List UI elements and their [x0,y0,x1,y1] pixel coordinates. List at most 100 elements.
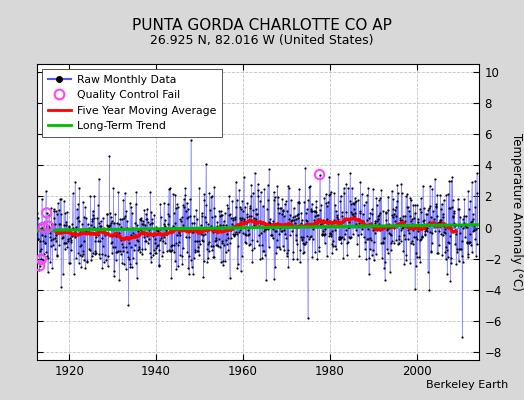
Point [199,232,207,238]
Point [104,223,113,229]
Point [283,207,291,214]
Point [422,225,431,232]
Point [294,200,303,206]
Point [62,227,71,234]
Point [468,211,477,217]
Point [77,230,85,236]
Point [440,223,449,230]
Point [288,214,297,220]
Point [100,230,108,236]
Point [256,198,264,204]
Point [372,194,380,201]
Point [373,201,381,208]
Point [216,208,225,214]
Point [295,199,303,206]
Point [61,222,70,228]
Point [232,178,240,185]
Point [107,240,115,247]
Point [185,271,193,277]
Point [117,216,126,222]
Point [265,166,273,172]
Point [422,211,430,217]
Point [249,222,258,228]
Point [125,260,134,267]
Point [200,191,209,198]
Point [439,232,447,238]
Point [163,231,171,237]
Point [147,254,155,260]
Point [40,219,48,225]
Point [69,224,78,231]
Point [99,242,107,249]
Point [183,200,191,206]
Point [470,227,478,234]
Point [423,268,432,275]
Point [192,207,200,213]
Point [184,253,193,259]
Point [172,266,181,272]
Point [229,215,237,222]
Point [283,247,292,254]
Point [40,240,49,246]
Point [297,210,305,216]
Point [347,209,356,215]
Point [268,221,276,227]
Point [390,239,398,246]
Point [170,242,178,249]
Point [362,199,370,206]
Point [97,251,106,257]
Point [381,209,390,216]
Point [46,230,54,236]
Point [35,263,43,269]
Point [357,219,366,225]
Point [144,240,152,246]
Point [472,226,481,232]
Point [444,191,452,198]
Point [431,227,439,234]
Point [420,205,428,211]
Point [388,214,397,220]
Point [310,208,318,214]
Point [370,239,378,246]
Point [74,260,83,266]
Point [263,206,271,212]
Point [195,185,204,192]
Point [396,217,404,224]
Point [302,217,310,223]
Point [257,188,265,195]
Point [466,198,474,204]
Point [385,225,394,231]
Point [457,223,465,229]
Point [282,235,290,241]
Point [209,254,217,260]
Point [239,208,247,215]
Point [467,218,475,225]
Point [402,222,411,228]
Point [254,231,263,238]
Point [180,204,189,210]
Point [171,205,180,212]
Point [75,252,84,258]
Point [135,244,143,251]
Point [315,244,323,250]
Point [300,249,308,255]
Point [472,170,481,176]
Point [145,231,154,238]
Point [345,198,354,204]
Point [232,229,241,235]
Point [117,236,125,243]
Point [317,221,325,227]
Point [260,226,269,232]
Point [369,257,378,263]
Point [326,191,334,198]
Point [178,261,187,268]
Point [36,220,45,226]
Point [182,208,190,214]
Point [70,229,79,235]
Point [461,222,470,228]
Point [89,208,97,214]
Point [194,229,202,235]
Point [227,215,235,221]
Point [408,216,416,222]
Point [355,223,363,229]
